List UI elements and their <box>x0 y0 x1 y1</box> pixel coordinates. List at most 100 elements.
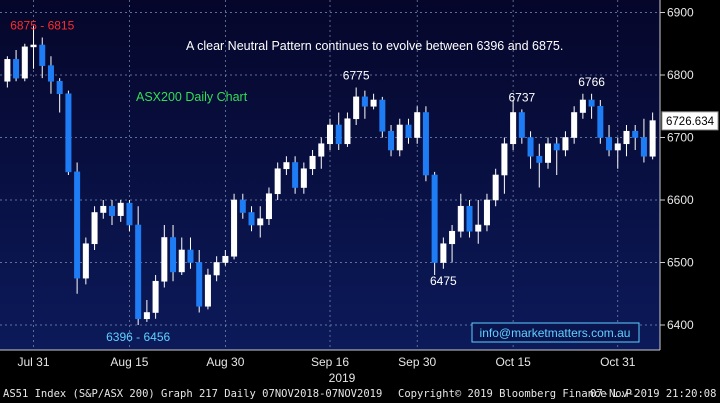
candle-body-up <box>623 130 630 145</box>
candle <box>588 93 595 119</box>
candle <box>344 112 351 147</box>
candle <box>353 87 360 125</box>
candle-body-up <box>501 143 508 176</box>
candle <box>82 237 89 285</box>
candle-body-up <box>614 143 621 151</box>
candle <box>431 171 438 275</box>
y-tick-label: 6500 <box>667 256 694 270</box>
candle <box>475 200 482 244</box>
candle-body-up <box>178 249 185 273</box>
candle <box>170 225 177 282</box>
y-tick-label: 6600 <box>667 193 694 207</box>
candle-body-down <box>39 44 46 66</box>
candle <box>527 131 534 169</box>
candle <box>606 125 613 157</box>
candle <box>562 131 569 157</box>
candle-body-up <box>326 124 334 145</box>
candle <box>361 90 368 119</box>
candle-body-down <box>126 202 133 226</box>
candle <box>143 300 150 322</box>
candle <box>379 96 386 138</box>
candle <box>632 125 639 150</box>
candle <box>483 193 490 232</box>
candle-body-up <box>309 155 316 170</box>
candle <box>623 125 630 157</box>
candle-body-down <box>292 162 299 188</box>
candle <box>553 137 560 175</box>
candle-body-up <box>265 193 272 220</box>
candle <box>518 109 525 144</box>
candle-body-up <box>30 44 37 48</box>
candle <box>196 250 203 313</box>
candle <box>614 137 621 169</box>
candle <box>239 193 246 219</box>
candle <box>326 118 334 150</box>
candle <box>91 206 98 250</box>
candle-body-down <box>65 93 72 173</box>
candle <box>30 26 37 69</box>
candle-body-down <box>379 99 386 132</box>
candle <box>204 268 211 310</box>
candle <box>405 118 412 144</box>
candle-body-up <box>571 112 578 138</box>
level-label: 6737 <box>508 90 535 104</box>
candlestick-chart: 6875 - 6815 6396 - 6456 6775 6475 6737 6766 AS… <box>0 0 719 385</box>
candle-body-up <box>562 137 569 151</box>
candle-body-up <box>475 224 482 232</box>
y-tick-label: 6400 <box>667 318 694 332</box>
candle <box>126 200 133 232</box>
candle-body-up <box>91 212 98 245</box>
candle-body-down <box>47 65 54 82</box>
candle-body-up <box>204 274 211 307</box>
candle <box>370 93 377 110</box>
candle <box>318 137 325 169</box>
x-tick-label: Aug 30 <box>206 355 244 369</box>
candle-body-down <box>196 262 203 307</box>
candle <box>649 112 656 160</box>
candle-body-up <box>117 202 124 216</box>
candle <box>640 118 647 163</box>
y-tick-label: 6700 <box>667 131 694 145</box>
candle-body-up <box>483 199 490 226</box>
candle-body-up <box>544 143 552 163</box>
candle-body-down <box>361 96 368 107</box>
candle-body-down <box>632 130 639 138</box>
candle-body-up <box>231 199 238 257</box>
candle-body-down <box>640 137 647 157</box>
candle <box>222 250 229 266</box>
candle <box>283 156 290 175</box>
candle <box>492 168 499 207</box>
footer-bar: AS51 Index (S&P/ASX 200) Graph 217 Daily… <box>0 385 720 403</box>
x-tick-label: Sep 30 <box>398 355 436 369</box>
candle-body-down <box>597 105 604 138</box>
candle-body-down <box>588 99 595 107</box>
x-tick-label: Oct 15 <box>495 355 531 369</box>
candle-body-up <box>100 205 107 213</box>
candle <box>544 137 552 169</box>
candle-body-down <box>335 124 342 145</box>
candle-body-up <box>579 99 586 113</box>
candle-body-down <box>239 199 246 213</box>
candle-body-down <box>170 237 177 273</box>
candle-body-up <box>21 46 28 79</box>
candle-body-down <box>135 224 142 320</box>
candle <box>108 200 116 225</box>
level-label: 6875 - 6815 <box>10 19 74 33</box>
contact-email[interactable]: info@marketmatters.com.au <box>480 326 631 340</box>
candle <box>597 100 604 144</box>
footer-copyright: Copyright© 2019 Bloomberg Finance L.P. <box>398 388 639 400</box>
candle <box>536 143 543 188</box>
last-price-box <box>661 111 719 131</box>
candle <box>449 225 456 263</box>
candle-body-up <box>143 312 150 320</box>
footer-security: AS51 Index (S&P/ASX 200) Graph 217 Daily… <box>3 388 383 400</box>
level-label: 6766 <box>578 75 605 89</box>
level-label: 6775 <box>343 69 370 83</box>
candle-body-up <box>161 237 168 282</box>
candle-body-down <box>431 174 438 263</box>
candle-body-down <box>388 130 395 151</box>
x-tick-label: Sep 16 <box>311 355 349 369</box>
candle-body-up <box>492 174 499 201</box>
candle <box>152 275 159 319</box>
